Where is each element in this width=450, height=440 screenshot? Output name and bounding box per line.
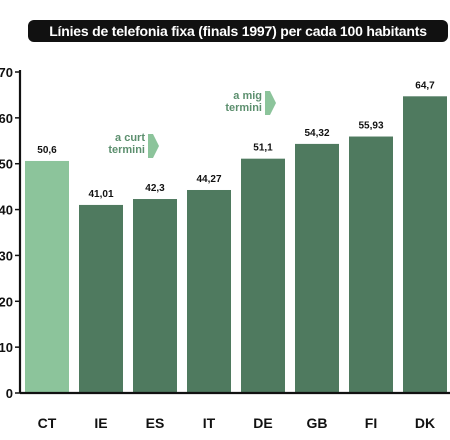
- data-label-ie: 41,01: [88, 189, 113, 200]
- x-tick-label-it: IT: [203, 415, 216, 431]
- y-tick-label: 0: [6, 386, 13, 401]
- x-tick-label-de: DE: [253, 415, 272, 431]
- data-label-dk: 64,7: [415, 80, 435, 91]
- y-tick-label: 10: [0, 340, 13, 355]
- x-tick-label-es: ES: [146, 415, 165, 431]
- annotation-text-1-line-2: termini: [108, 144, 145, 156]
- x-tick-label-gb: GB: [307, 415, 328, 431]
- data-label-fi: 55,93: [358, 121, 383, 132]
- y-tick-label: 70: [0, 65, 13, 80]
- data-label-ct: 50,6: [37, 145, 57, 156]
- x-tick-label-dk: DK: [415, 415, 435, 431]
- bar-es: [133, 199, 177, 393]
- annotation-text-2-line-2: termini: [225, 102, 262, 114]
- y-tick-label: 20: [0, 294, 13, 309]
- x-tick-label-ie: IE: [94, 415, 107, 431]
- annotation-arrow-2: [265, 91, 276, 115]
- y-tick-label: 60: [0, 111, 13, 126]
- bar-ct: [25, 160, 69, 393]
- annotation-arrow-1: [148, 134, 159, 158]
- y-tick-label: 50: [0, 157, 13, 172]
- bar-de: [241, 158, 285, 393]
- data-label-it: 44,27: [196, 174, 221, 185]
- bar-ie: [79, 204, 123, 393]
- x-tick-label-ct: CT: [38, 415, 57, 431]
- annotation-text-1-line-1: a curt: [115, 132, 145, 144]
- bar-gb: [295, 143, 339, 393]
- bar-it: [187, 189, 231, 393]
- annotation-text-2-line-1: a mig: [233, 90, 262, 102]
- data-label-gb: 54,32: [304, 128, 329, 139]
- bar-dk: [403, 96, 447, 393]
- y-tick-label: 30: [0, 248, 13, 263]
- y-tick-label: 40: [0, 203, 13, 218]
- bar-fi: [349, 136, 393, 393]
- chart-title: Línies de telefonia fixa (finals 1997) p…: [28, 20, 448, 42]
- data-label-de: 51,1: [253, 143, 273, 154]
- data-label-es: 42,3: [145, 183, 165, 194]
- x-tick-label-fi: FI: [365, 415, 377, 431]
